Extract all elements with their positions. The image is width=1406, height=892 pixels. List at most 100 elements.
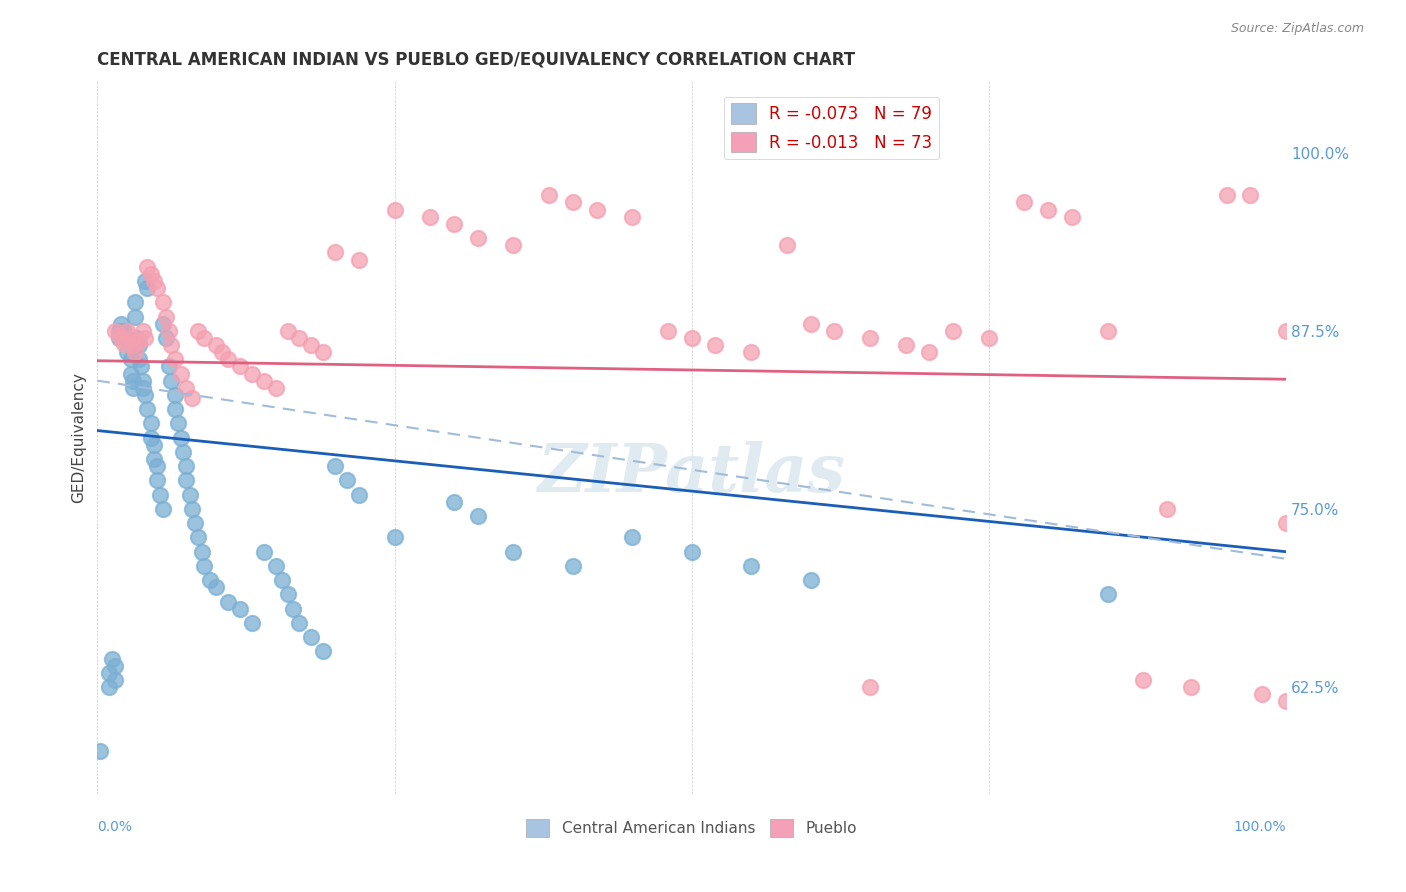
Point <box>120 331 142 345</box>
Point <box>167 417 190 431</box>
Point <box>1014 195 1036 210</box>
Point <box>253 545 276 559</box>
Point <box>894 338 917 352</box>
Point <box>191 545 214 559</box>
Point <box>136 260 159 274</box>
Point <box>134 388 156 402</box>
Point <box>537 188 560 202</box>
Point <box>347 252 370 267</box>
Point <box>270 573 292 587</box>
Point <box>112 336 135 351</box>
Point <box>585 202 607 217</box>
Point <box>124 310 146 324</box>
Point <box>621 531 644 545</box>
Point <box>336 474 359 488</box>
Point <box>1275 516 1298 531</box>
Point <box>740 345 762 359</box>
Point <box>120 367 142 381</box>
Point <box>823 324 845 338</box>
Point <box>205 580 228 594</box>
Point <box>100 651 122 665</box>
Point <box>104 658 127 673</box>
Point <box>176 474 198 488</box>
Point <box>859 331 882 345</box>
Point <box>131 324 153 338</box>
Point <box>312 345 335 359</box>
Point <box>128 334 150 348</box>
Point <box>155 310 177 324</box>
Point <box>740 558 762 573</box>
Point <box>122 374 145 388</box>
Point <box>561 195 583 210</box>
Point <box>1180 680 1202 694</box>
Point <box>143 438 166 452</box>
Point <box>110 317 132 331</box>
Point <box>146 459 169 474</box>
Point <box>859 680 882 694</box>
Point <box>229 601 252 615</box>
Point <box>155 331 177 345</box>
Point <box>799 573 821 587</box>
Point <box>125 331 148 345</box>
Point <box>152 317 174 331</box>
Point <box>128 338 150 352</box>
Point <box>288 615 311 630</box>
Point <box>1060 210 1083 224</box>
Point <box>163 352 186 367</box>
Point <box>312 644 335 658</box>
Point <box>681 331 703 345</box>
Point <box>143 452 166 467</box>
Point <box>134 331 156 345</box>
Text: Source: ZipAtlas.com: Source: ZipAtlas.com <box>1230 22 1364 36</box>
Point <box>149 488 172 502</box>
Point <box>681 545 703 559</box>
Point <box>1038 202 1060 217</box>
Point <box>299 630 322 644</box>
Point <box>107 328 129 343</box>
Point <box>187 531 209 545</box>
Text: 100.0%: 100.0% <box>1233 820 1286 834</box>
Point <box>1275 694 1298 708</box>
Point <box>419 210 441 224</box>
Point <box>467 231 489 245</box>
Point <box>299 338 322 352</box>
Legend: Central American Indians, Pueblo: Central American Indians, Pueblo <box>520 813 863 844</box>
Point <box>1097 324 1119 338</box>
Point <box>443 217 465 231</box>
Point <box>169 367 191 381</box>
Point <box>193 558 215 573</box>
Point <box>152 502 174 516</box>
Point <box>704 338 727 352</box>
Point <box>122 338 145 352</box>
Point <box>205 338 228 352</box>
Point <box>288 331 311 345</box>
Point <box>179 488 201 502</box>
Point <box>139 417 162 431</box>
Point <box>163 402 186 417</box>
Point <box>176 381 198 395</box>
Point <box>131 359 153 374</box>
Point <box>181 502 204 516</box>
Point <box>152 295 174 310</box>
Point <box>264 381 287 395</box>
Point <box>502 545 524 559</box>
Point <box>229 359 252 374</box>
Point <box>131 381 153 395</box>
Point <box>107 331 129 345</box>
Point <box>264 558 287 573</box>
Point <box>918 345 941 359</box>
Point <box>136 281 159 295</box>
Point <box>467 509 489 524</box>
Point <box>160 374 183 388</box>
Point <box>122 381 145 395</box>
Point <box>115 331 138 345</box>
Point <box>184 516 207 531</box>
Point <box>176 459 198 474</box>
Y-axis label: GED/Equivalency: GED/Equivalency <box>72 372 86 503</box>
Point <box>217 594 239 608</box>
Point <box>157 359 180 374</box>
Point <box>253 374 276 388</box>
Point <box>89 744 111 758</box>
Point <box>323 245 346 260</box>
Point <box>1275 324 1298 338</box>
